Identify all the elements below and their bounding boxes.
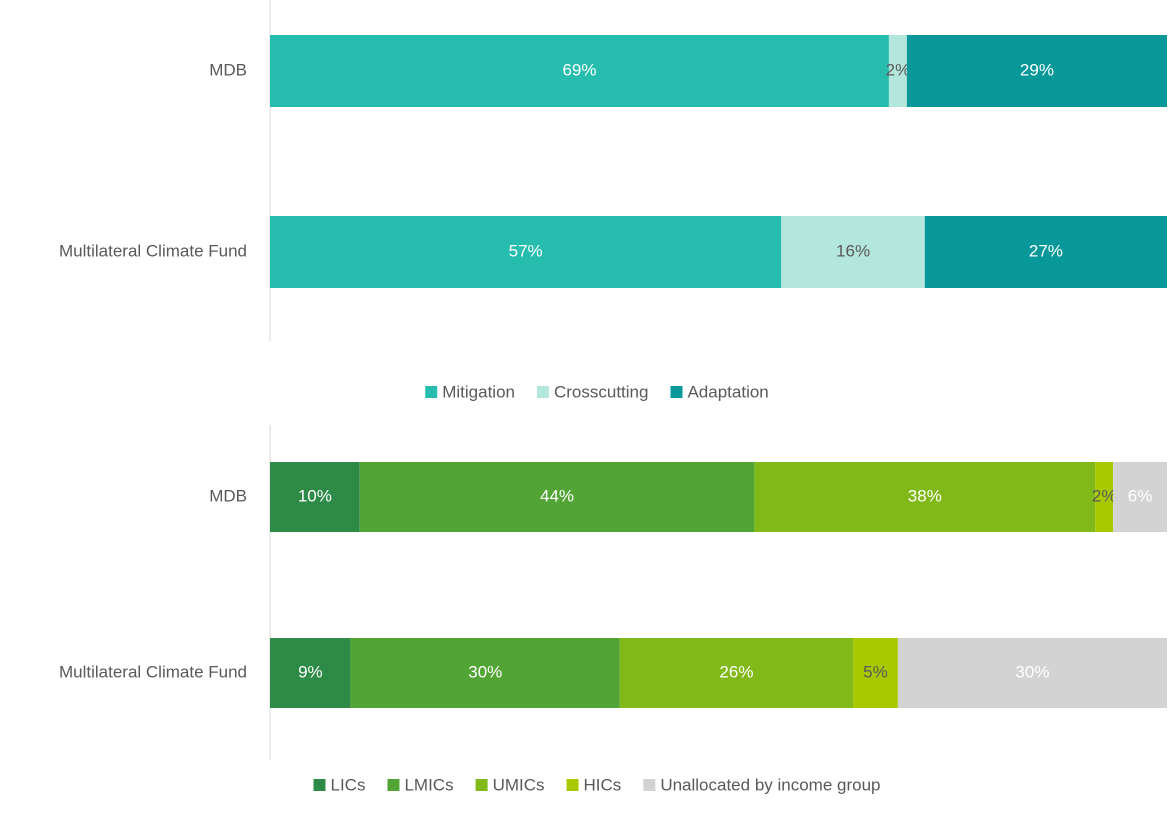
category-label: MDB (209, 60, 247, 79)
bar-segment (754, 462, 1096, 532)
category-label: Multilateral Climate Fund (59, 662, 247, 681)
data-label: 9% (298, 662, 323, 681)
data-label: 2% (1092, 486, 1117, 505)
bar-segment (619, 638, 854, 708)
legend-label: LMICs (404, 775, 453, 794)
legend-label: Unallocated by income group (660, 775, 880, 794)
legend-swatch (387, 779, 400, 791)
bar-segment (906, 35, 1167, 107)
legend-swatch (313, 779, 326, 791)
legend-label: LICs (330, 775, 365, 794)
data-label: 5% (863, 662, 888, 681)
bar-segment (270, 216, 782, 288)
bar-segment (1113, 462, 1167, 532)
bar-segment (853, 638, 898, 708)
data-label: 29% (1020, 60, 1054, 79)
legend-label: Adaptation (687, 382, 768, 401)
data-label: 10% (298, 486, 332, 505)
bar-segment (270, 462, 360, 532)
legend-swatch (566, 779, 579, 791)
data-label: 38% (908, 486, 942, 505)
bar-segment (781, 216, 925, 288)
bar-segment (924, 216, 1167, 288)
data-label: 27% (1029, 241, 1063, 260)
bar-segment (350, 638, 620, 708)
bar-segment (1095, 462, 1114, 532)
data-label: 30% (468, 662, 502, 681)
bar-segment (270, 35, 889, 107)
legend-swatch (425, 386, 438, 398)
data-label: 30% (1015, 662, 1049, 681)
data-label: 69% (562, 60, 596, 79)
data-label: 2% (886, 60, 911, 79)
legend-swatch (643, 779, 656, 791)
data-label: 57% (509, 241, 543, 260)
legend-swatch (536, 386, 549, 398)
legend-swatch (475, 779, 488, 791)
data-label: 16% (836, 241, 870, 260)
data-label: 6% (1128, 486, 1153, 505)
legend-label: Mitigation (442, 382, 515, 401)
data-label: 44% (540, 486, 574, 505)
bar-segment (897, 638, 1167, 708)
bar-segment (270, 638, 351, 708)
legend-swatch (670, 386, 683, 398)
legend-label: UMICs (493, 775, 545, 794)
bar-segment (888, 35, 907, 107)
legend-label: Crosscutting (554, 382, 648, 401)
bar-segment (359, 462, 755, 532)
data-label: 26% (719, 662, 753, 681)
category-label: Multilateral Climate Fund (59, 241, 247, 260)
legend-label: HICs (584, 775, 622, 794)
category-label: MDB (209, 486, 247, 505)
